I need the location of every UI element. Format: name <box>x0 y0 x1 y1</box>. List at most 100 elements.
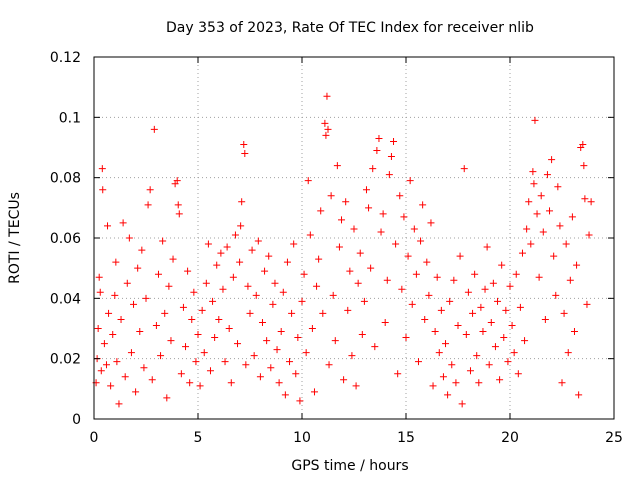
data-point <box>94 325 102 332</box>
data-point <box>188 315 196 323</box>
data-point <box>277 328 285 336</box>
data-point <box>241 150 249 158</box>
data-point <box>350 225 358 233</box>
data-point <box>340 376 348 384</box>
data-point <box>225 325 233 332</box>
data-point <box>375 134 383 142</box>
data-point <box>223 243 231 251</box>
data-point <box>556 222 564 230</box>
data-point <box>583 300 591 308</box>
data-point <box>566 276 574 284</box>
data-point <box>256 373 264 381</box>
data-point <box>483 243 491 251</box>
data-point <box>367 264 375 272</box>
data-point <box>369 165 377 173</box>
y-tick-label: 0 <box>72 412 81 428</box>
x-tick-label: 20 <box>501 430 519 446</box>
data-point <box>165 282 173 290</box>
data-point <box>119 219 127 227</box>
data-point <box>573 261 581 269</box>
x-tick-label: 10 <box>293 430 311 446</box>
data-point <box>491 343 499 351</box>
data-point <box>159 237 167 245</box>
x-tick-label: 5 <box>194 430 203 446</box>
data-point <box>421 315 429 323</box>
data-point <box>275 379 283 387</box>
y-axis-label: ROTI / TECUs <box>7 192 23 284</box>
data-point <box>548 156 556 164</box>
data-point <box>234 340 242 348</box>
data-point <box>481 285 489 293</box>
data-point <box>581 195 589 203</box>
data-point <box>209 297 217 305</box>
data-point <box>579 140 587 148</box>
data-point <box>352 382 360 390</box>
data-point <box>117 315 125 323</box>
data-point <box>531 116 539 124</box>
data-point <box>458 400 466 408</box>
data-point <box>377 228 385 236</box>
data-point <box>150 125 158 133</box>
data-point <box>485 361 493 369</box>
data-point <box>186 379 194 387</box>
data-point <box>360 297 368 305</box>
data-point <box>221 358 229 366</box>
data-point <box>419 201 427 209</box>
data-point <box>231 231 239 239</box>
data-point <box>99 186 107 194</box>
data-point <box>132 388 140 396</box>
data-point <box>514 370 522 378</box>
data-point <box>489 279 497 287</box>
data-point <box>298 297 306 305</box>
data-point <box>410 225 418 233</box>
data-point <box>454 321 462 329</box>
data-point <box>306 231 314 239</box>
data-point <box>267 364 275 372</box>
data-point <box>310 388 318 396</box>
data-point <box>575 391 583 399</box>
y-tick-label: 0.08 <box>50 171 81 187</box>
data-point <box>344 306 352 314</box>
data-point <box>539 228 547 236</box>
data-point <box>244 282 252 290</box>
data-point <box>562 240 570 248</box>
data-point <box>317 207 325 215</box>
data-point <box>292 370 300 378</box>
data-point <box>406 177 414 185</box>
data-point <box>196 382 204 390</box>
x-tick-label: 0 <box>90 430 99 446</box>
data-point <box>167 337 175 345</box>
data-point <box>475 379 483 387</box>
data-point <box>373 147 381 155</box>
data-marks <box>92 92 595 408</box>
data-point <box>142 294 150 302</box>
data-point <box>148 376 156 384</box>
data-point <box>580 162 588 170</box>
data-point <box>408 300 416 308</box>
data-point <box>365 204 373 212</box>
data-point <box>173 177 181 185</box>
data-point <box>250 352 258 360</box>
data-point <box>396 192 404 200</box>
data-point <box>273 346 281 354</box>
data-point <box>248 246 256 254</box>
data-point <box>518 249 526 257</box>
data-point <box>390 137 398 145</box>
data-point <box>313 282 321 290</box>
data-point <box>134 264 142 272</box>
data-point <box>500 334 508 342</box>
grid <box>94 57 614 419</box>
data-point <box>105 309 113 317</box>
data-point <box>237 222 245 230</box>
data-point <box>502 306 510 314</box>
data-point <box>362 186 370 194</box>
data-point <box>182 343 190 351</box>
data-point <box>302 349 310 357</box>
data-point <box>398 285 406 293</box>
data-point <box>329 291 337 299</box>
data-point <box>240 140 248 148</box>
data-point <box>323 92 331 100</box>
data-point <box>446 297 454 305</box>
data-point <box>404 252 412 260</box>
data-point <box>385 171 393 179</box>
